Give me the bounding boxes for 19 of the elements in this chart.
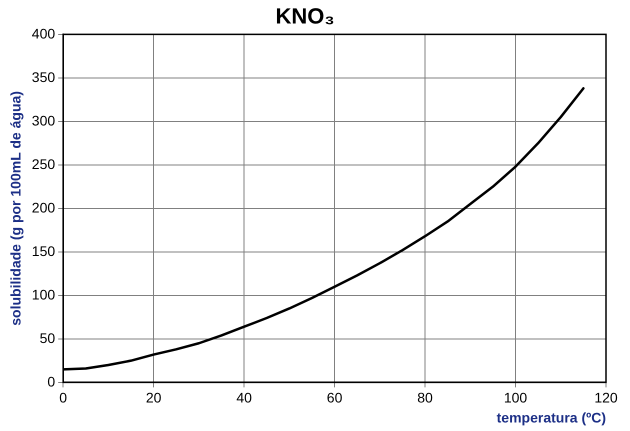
x-tick-label: 120 <box>594 390 618 406</box>
y-tick-label: 100 <box>32 286 56 302</box>
x-tick-label: 0 <box>59 390 68 406</box>
x-tick-label: 60 <box>326 390 343 406</box>
y-axis-title: solubilidade (g por 100mL de água) <box>7 91 24 326</box>
x-tick-label: 20 <box>146 390 162 406</box>
chart-title: KNO₃ <box>275 3 335 28</box>
y-tick-label: 350 <box>32 68 56 85</box>
x-tick-label: 40 <box>236 390 252 406</box>
y-tick-label: 250 <box>32 156 56 172</box>
y-tick-label: 150 <box>32 242 56 259</box>
y-tick-label: 50 <box>40 330 56 346</box>
y-tick-label: 200 <box>32 199 56 216</box>
y-tick-label: 0 <box>47 373 56 390</box>
y-tick-label: 300 <box>32 112 56 128</box>
x-axis-title: temperatura (ºC) <box>496 409 606 426</box>
y-tick-label: 400 <box>32 25 56 42</box>
x-tick-label: 80 <box>417 390 434 406</box>
x-tick-label: 100 <box>504 390 528 406</box>
